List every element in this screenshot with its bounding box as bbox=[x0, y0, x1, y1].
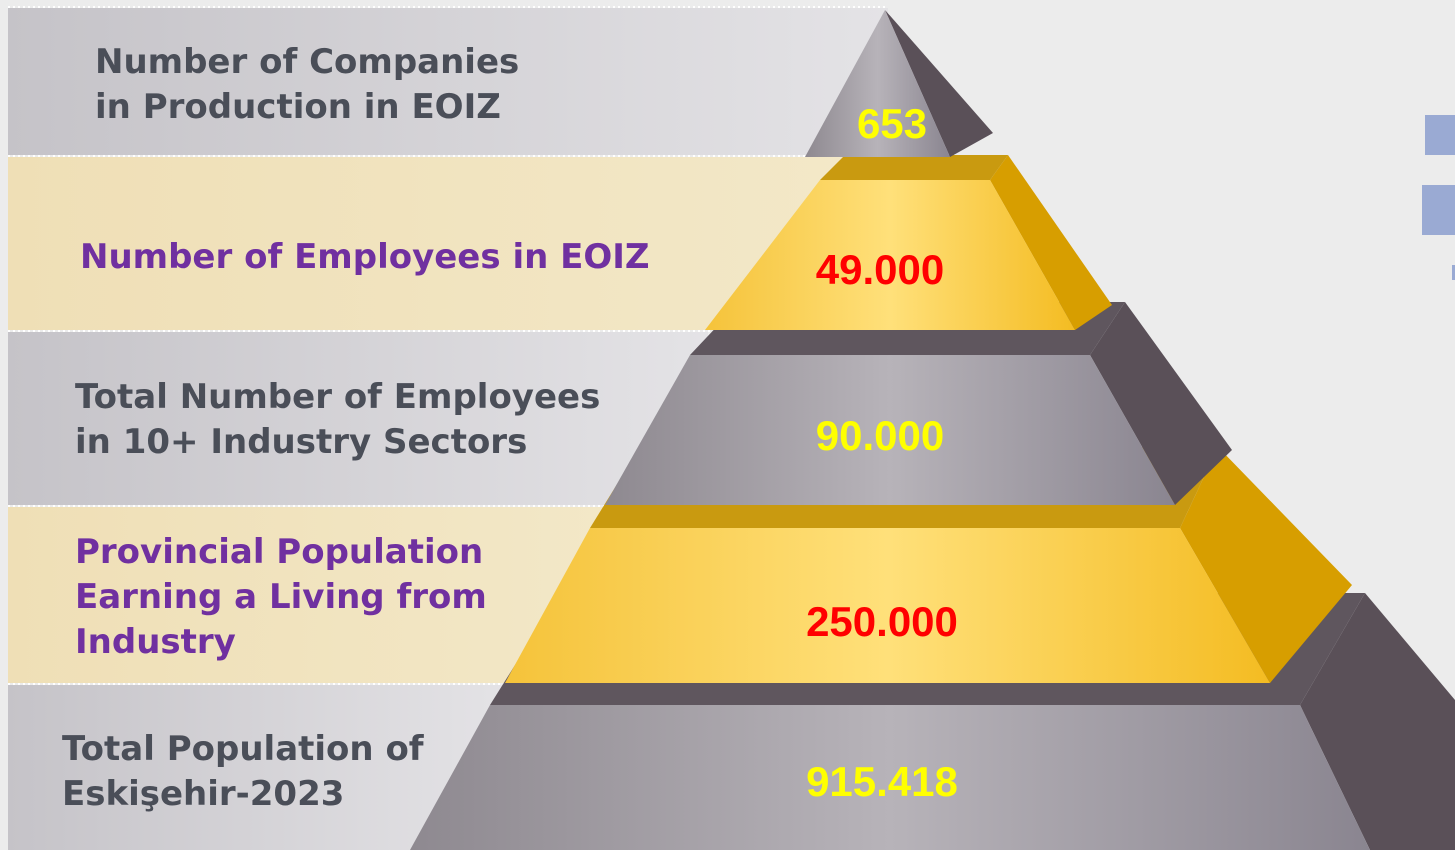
level-label: in 10+ Industry Sectors bbox=[75, 422, 527, 462]
level-label: Eskişehir-2023 bbox=[62, 774, 344, 814]
level-value: 653 bbox=[857, 100, 927, 147]
labels: Number of Companies in Production in EOIZ… bbox=[62, 42, 958, 814]
level-label: Industry bbox=[75, 622, 236, 662]
gear-icon bbox=[1422, 115, 1455, 280]
level-label: Total Number of Employees bbox=[75, 377, 600, 417]
level-value: 90.000 bbox=[816, 412, 944, 459]
level-value: 250.000 bbox=[806, 598, 958, 645]
level-label: Number of Companies bbox=[95, 42, 519, 82]
level-label: Number of Employees in EOIZ bbox=[80, 237, 650, 277]
bands bbox=[8, 6, 888, 850]
pyramid bbox=[410, 10, 1455, 850]
level-label: Earning a Living from bbox=[75, 577, 487, 617]
level-label: Provincial Population bbox=[75, 532, 483, 572]
level-value: 915.418 bbox=[806, 758, 958, 805]
level-label: in Production in EOIZ bbox=[95, 87, 501, 127]
level-value: 49.000 bbox=[816, 246, 944, 293]
level-label: Total Population of bbox=[62, 729, 425, 769]
